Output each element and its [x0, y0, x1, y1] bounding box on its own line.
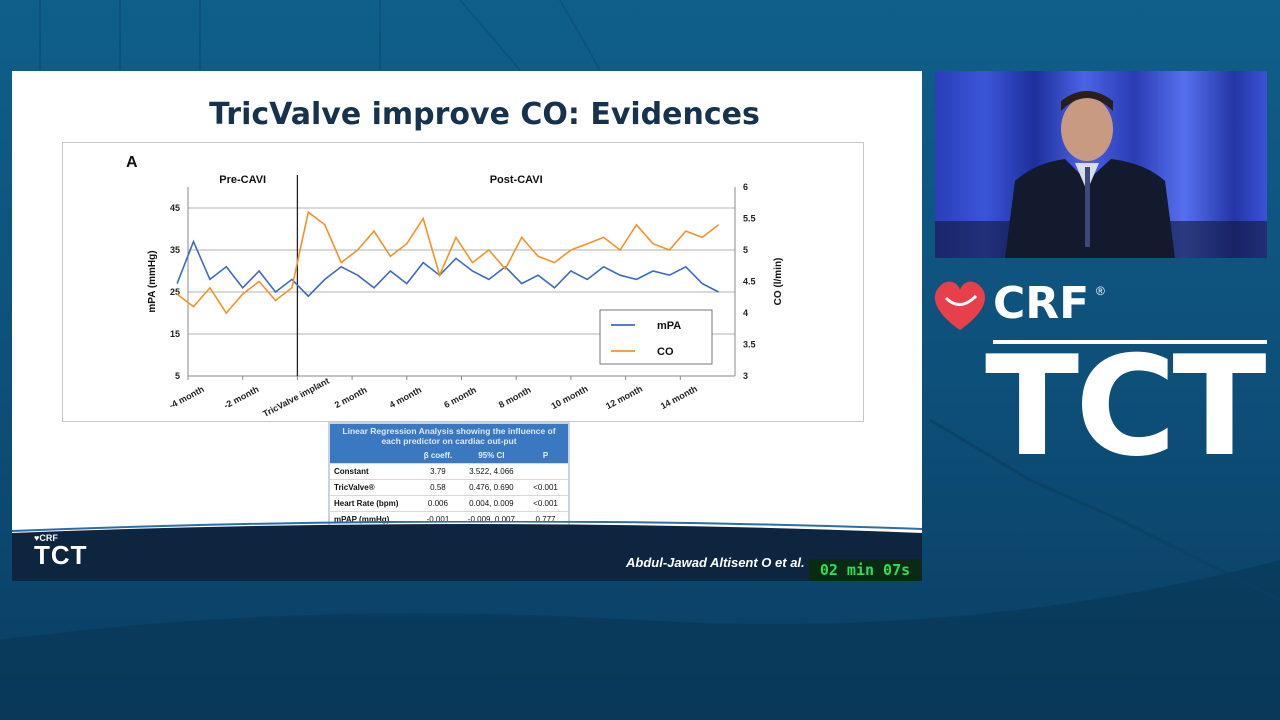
chart-panel: 5 15 25 35 45 3 3.5 4 4.5 5 5.5 6 -4 month -2 month Tr…	[62, 142, 864, 422]
y2-tick-label: 6	[743, 182, 748, 192]
slide-title: TricValve improve CO: Evidences	[209, 97, 760, 132]
crf-heart-icon	[934, 281, 986, 330]
panel-label: A	[126, 154, 138, 171]
table-cell: Heart Rate (bpm)	[330, 495, 417, 512]
y-tick-label: 25	[170, 287, 180, 297]
y2-tick-label: 4	[743, 308, 748, 318]
brand-crf: CRF	[993, 278, 1090, 329]
table-col-header: P	[523, 448, 568, 464]
timer: 02 min 07s	[809, 559, 921, 581]
y2-tick-label: 3	[743, 371, 748, 381]
y2-tick-label: 5.5	[743, 214, 756, 224]
table-cell: 0.58	[416, 479, 460, 496]
footer-logo: ♥CRF TCT	[34, 533, 88, 570]
y-axis-label: mPA (mmHg)	[147, 250, 158, 312]
section-label-post: Post-CAVI	[490, 174, 543, 186]
table-cell: 0.476, 0.690	[459, 479, 524, 496]
x-tick-label: TricValve implant	[261, 376, 331, 419]
table-title: Linear Regression Analysis showing the i…	[330, 424, 568, 448]
x-tick-label: -4 month	[167, 384, 205, 411]
legend-label: mPA	[657, 320, 681, 332]
table-cell	[523, 463, 568, 480]
y2-tick-label: 5	[743, 245, 748, 255]
x-tick-label: 2 month	[333, 385, 369, 410]
y2-axis-label: CO (l/min)	[773, 258, 784, 306]
y2-tick-label: 3.5	[743, 340, 756, 350]
table-row: TricValve® 0.58 0.476, 0.690 <0.001	[330, 479, 568, 496]
y-tick-label: 5	[175, 371, 180, 381]
table-cell: -0.009, 0.007	[459, 511, 524, 527]
table-cell: 0.777	[523, 511, 568, 527]
y2-tick-label: 4.5	[743, 277, 756, 287]
y-tick-label: 15	[170, 329, 180, 339]
speaker-silhouette	[935, 91, 1267, 258]
table-row: Heart Rate (bpm) 0.006 0.004, 0.009 <0.001	[330, 495, 568, 512]
brand-tct: TCT	[985, 326, 1267, 487]
table-cell: TricValve®	[330, 479, 417, 496]
series-line-mpa	[176, 239, 719, 298]
x-tick-label: -2 month	[222, 384, 260, 411]
table-col-header	[330, 448, 417, 464]
footer-tct: TCT	[34, 540, 88, 570]
x-tick-label: 8 month	[497, 385, 533, 410]
legend-label: CO	[657, 346, 674, 358]
x-tick-label: 6 month	[442, 385, 478, 410]
regression-table: Linear Regression Analysis showing the i…	[328, 422, 570, 539]
series-line-co	[176, 210, 720, 315]
table-cell: 0.004, 0.009	[459, 495, 524, 512]
line-chart: 5 15 25 35 45 3 3.5 4 4.5 5 5.5 6 -4 month -2 month Tr…	[126, 154, 784, 419]
y-tick-label: 45	[170, 203, 180, 213]
brand-registered: ®	[1096, 284, 1105, 298]
citation: Abdul-Jawad Altisent O et al.	[626, 555, 805, 570]
y-tick-label: 35	[170, 245, 180, 255]
section-label-pre: Pre-CAVI	[219, 174, 266, 186]
table-cell: <0.001	[523, 479, 568, 496]
crf-tct-brand: CRF ® TCT	[930, 276, 1270, 486]
table-cell: 3.522, 4.066	[459, 463, 524, 480]
table-cell: 3.79	[416, 463, 460, 480]
table-cell: Constant	[330, 463, 417, 480]
table-row: Constant 3.79 3.522, 4.066	[330, 463, 568, 480]
legend-box	[599, 309, 713, 365]
footer-crf: CRF	[39, 533, 58, 543]
table-col-header: 95% CI	[459, 448, 524, 464]
table-cell: 0.006	[416, 495, 460, 512]
x-tick-label: 14 month	[659, 384, 699, 412]
x-tick-label: 12 month	[604, 384, 644, 412]
table-cell: <0.001	[523, 495, 568, 512]
heart-icon: ♥	[34, 533, 40, 543]
footer-band	[12, 521, 922, 581]
speaker-video	[935, 71, 1267, 258]
table-col-header: β coeff.	[416, 448, 460, 464]
brand-divider	[993, 340, 1267, 344]
presentation-slide: TricValve improve CO: Evidences 5 15 25 35 4…	[12, 71, 922, 581]
table-row: mPAP (mmHg) -0.001 -0.009, 0.007 0.777	[330, 511, 568, 527]
table-cell: -0.001	[416, 511, 460, 527]
x-tick-label: 4 month	[388, 385, 424, 410]
x-tick-label: 10 month	[549, 384, 589, 412]
